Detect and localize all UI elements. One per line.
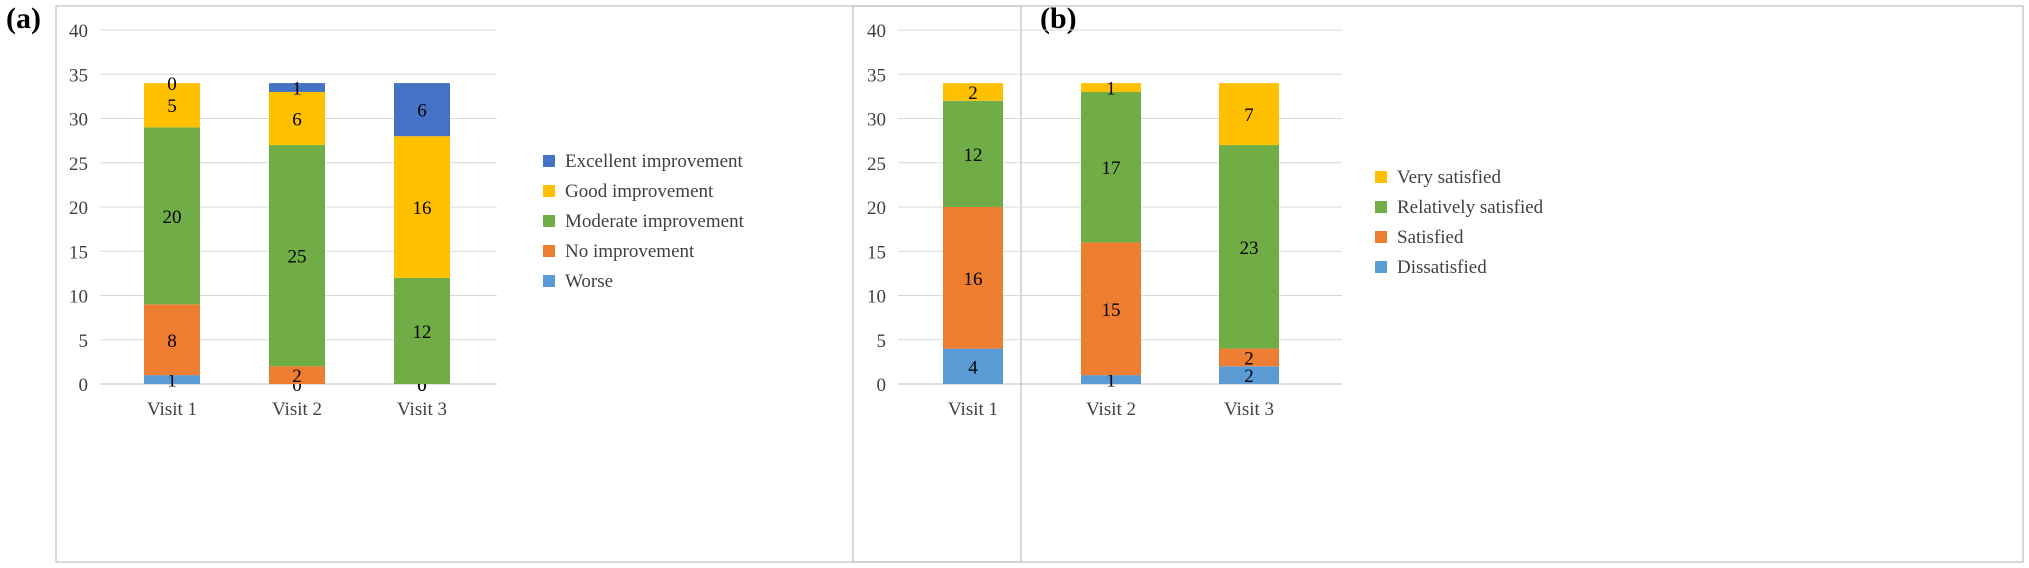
legend-label-a-4: Excellent improvement [565,151,744,172]
data-label-a-s0-c0: 1 [167,371,177,392]
legend-label-a-0: Worse [565,271,613,292]
legend-swatch-a-4 [543,155,555,167]
data-label-a-s2-c1: 25 [288,247,307,268]
y-tick-label-a-7: 35 [69,65,88,86]
bar-a-s3-c2 [394,136,450,278]
y-tick-label-a-2: 10 [69,287,88,308]
data-label-a-s4-c0: 0 [167,74,177,95]
bar-a-s2-c2 [394,277,450,384]
legend-label-a-3: Good improvement [565,181,714,202]
data-label-a-s2-c2: 12 [413,322,432,343]
y-tick-label-a-4: 20 [69,198,88,219]
bar-a-s2-c1 [269,145,325,367]
y-tick-label-a-0: 0 [79,375,89,396]
data-label-a-s4-c2: 6 [417,101,427,122]
data-label-a-s1-c0: 8 [167,331,177,352]
data-label-a-s3-c2: 16 [413,198,432,219]
bar-a-s1-c1 [269,366,325,384]
bar-a-s3-c1 [269,91,325,146]
data-label-a-s3-c1: 6 [292,110,302,131]
legend-swatch-a-1 [543,245,555,257]
data-label-a-s3-c0: 5 [167,96,177,117]
bar-a-s3-c0 [144,83,200,128]
y-tick-label-a-6: 30 [69,110,88,131]
bar-a-s4-c1 [269,83,325,92]
data-label-a-s2-c0: 20 [163,207,182,228]
panel-label-a: (a) [6,2,41,35]
bar-a-s1-c0 [144,304,200,376]
x-tick-label-a-2: Visit 3 [397,399,447,420]
bar-a-s2-c0 [144,127,200,305]
y-tick-label-a-3: 15 [69,242,88,263]
data-label-a-s0-c1: 0 [292,375,302,396]
legend-label-a-1: No improvement [565,241,695,262]
legend-swatch-a-0 [543,275,555,287]
legend-swatch-a-3 [543,185,555,197]
legend-label-a-2: Moderate improvement [565,211,745,232]
data-label-a-s0-c2: 0 [417,375,427,396]
data-label-a-s4-c1: 1 [292,79,302,100]
y-tick-label-a-1: 5 [79,331,89,352]
bar-a-s0-c0 [144,375,200,384]
y-tick-label-a-8: 40 [69,21,88,42]
chart-frame-a [55,5,1022,563]
y-tick-label-a-5: 25 [69,154,88,175]
data-label-a-s1-c1: 2 [292,366,302,387]
x-tick-label-a-1: Visit 2 [272,399,322,420]
x-tick-label-a-0: Visit 1 [147,399,197,420]
data-label-a-s1-c2: 0 [417,375,427,396]
bar-a-s4-c2 [394,83,450,137]
legend-swatch-a-2 [543,215,555,227]
